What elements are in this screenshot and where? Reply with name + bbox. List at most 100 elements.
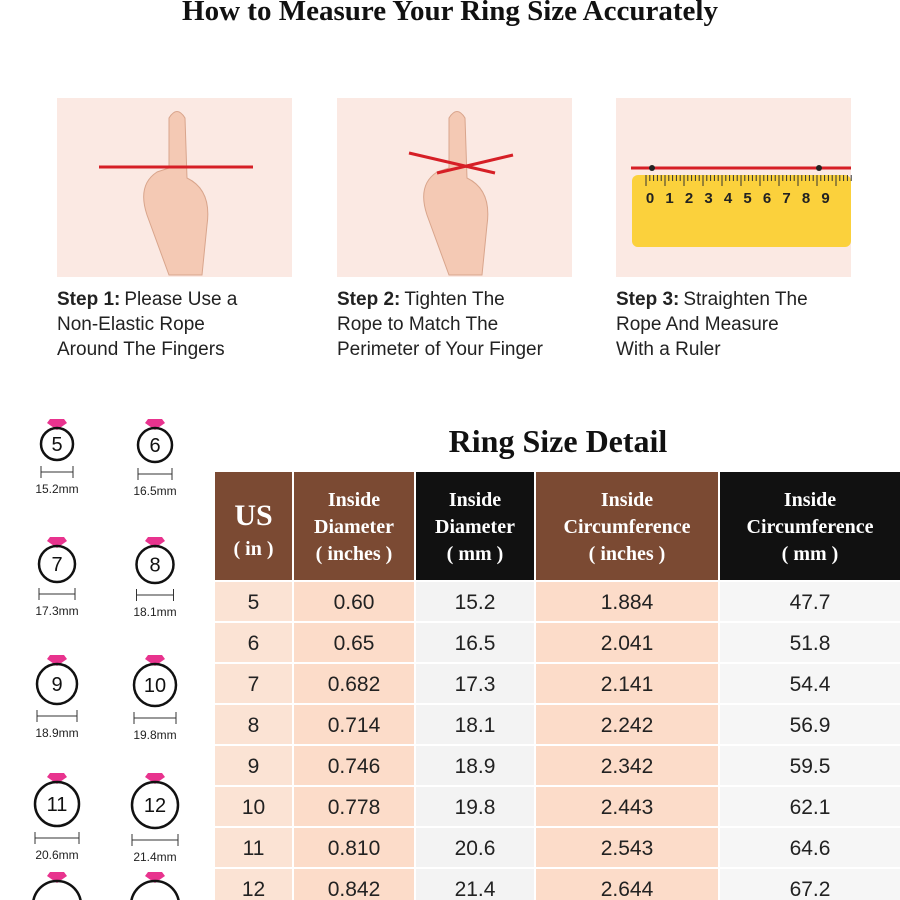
cell-text: 64.6 — [790, 837, 831, 860]
ring-size: 8 — [149, 555, 160, 577]
table-cell — [536, 664, 718, 703]
cell-text: 0.65 — [334, 632, 375, 655]
table-cell — [294, 705, 414, 744]
step-line: Tighten The — [404, 289, 504, 310]
table-cell — [720, 787, 900, 826]
cell-text: 20.6 — [455, 837, 496, 860]
ring — [37, 544, 77, 584]
cell-text: 0.714 — [328, 714, 381, 737]
header-text: Inside — [328, 489, 380, 511]
ruler-digit: 3 — [704, 190, 712, 207]
hand — [143, 111, 209, 276]
header-text: ( mm ) — [782, 543, 839, 565]
cell-text: 59.5 — [790, 755, 831, 778]
gem — [47, 773, 67, 784]
cell-text: 0.842 — [328, 878, 381, 900]
cell-text: 7 — [248, 673, 260, 696]
gem — [145, 872, 165, 883]
header-cell — [294, 472, 414, 580]
cell-text: 62.1 — [790, 796, 831, 819]
table-cell — [215, 869, 292, 900]
table-cell — [294, 869, 414, 900]
ruler-digit: 0 — [646, 190, 654, 207]
cell-text: 19.8 — [455, 796, 496, 819]
header-text: Inside — [784, 489, 836, 511]
ring-mm: 17.3mm — [35, 604, 78, 618]
gem — [47, 655, 67, 666]
ring — [136, 426, 174, 464]
header-text: ( in ) — [234, 538, 274, 560]
header-text: US — [234, 499, 272, 532]
table-cell — [215, 787, 292, 826]
gem — [145, 773, 165, 784]
cell-text: 2.543 — [601, 837, 654, 860]
cell-text: 12 — [242, 878, 265, 900]
table-cell — [416, 787, 534, 826]
cell-text: 21.4 — [455, 878, 496, 900]
ruler-digit: 4 — [724, 190, 733, 207]
ruler-digit: 2 — [685, 190, 693, 207]
table-cell — [416, 869, 534, 900]
table-cell — [536, 869, 718, 900]
cell-text: 2.644 — [601, 878, 654, 900]
ring-mm: 16.5mm — [133, 484, 176, 498]
step-label: Step 2: — [337, 289, 400, 310]
ring-size: 5 — [51, 434, 62, 456]
ring-size: 12 — [144, 795, 166, 817]
table-cell — [215, 705, 292, 744]
rope — [408, 151, 496, 175]
header-text: Inside — [449, 489, 501, 511]
ring-mm: 18.1mm — [133, 605, 176, 619]
table-cell — [294, 664, 414, 703]
step-line: Please Use a — [124, 289, 237, 310]
ring-mm: 20.6mm — [35, 848, 78, 862]
cell-text: 5 — [248, 591, 260, 614]
ruler-digit: 6 — [763, 190, 771, 207]
header-cell — [416, 472, 534, 580]
step-text: Step 3: Straighten The — [616, 289, 808, 310]
cell-text: 15.2 — [455, 591, 496, 614]
table-cell — [536, 705, 718, 744]
table-cell — [215, 623, 292, 662]
step-label: Step 1: — [57, 289, 120, 310]
gem — [47, 419, 67, 430]
step-text: With a Ruler — [616, 339, 721, 360]
ring-size: 10 — [144, 675, 166, 697]
table-cell — [720, 623, 900, 662]
cell-text: 18.9 — [455, 755, 496, 778]
gem — [145, 655, 165, 666]
step-text: Non-Elastic Rope — [57, 314, 205, 335]
gem — [47, 872, 67, 883]
table-title: Ring Size Detail — [449, 423, 668, 459]
step-text: Rope And Measure — [616, 314, 779, 335]
header-text: Circumference — [747, 516, 874, 538]
ring — [135, 544, 175, 585]
gem — [145, 419, 165, 430]
table-cell — [215, 664, 292, 703]
table-cell — [294, 828, 414, 867]
header-text: ( inches ) — [316, 543, 393, 565]
cell-text: 47.7 — [790, 591, 831, 614]
ring — [130, 879, 180, 900]
ruler-digit: 8 — [802, 190, 810, 207]
step-text: Step 2: Tighten The — [337, 289, 505, 310]
cell-text: 2.041 — [601, 632, 654, 655]
cell-text: 2.443 — [601, 796, 654, 819]
table-cell — [720, 582, 900, 621]
cell-text: 54.4 — [790, 673, 831, 696]
gem — [47, 537, 67, 548]
cell-text: 0.682 — [328, 673, 381, 696]
step-line: Straighten The — [683, 289, 807, 310]
table-cell — [536, 828, 718, 867]
cell-text: 10 — [242, 796, 265, 819]
hand — [423, 111, 489, 276]
table-cell — [416, 705, 534, 744]
table-cell — [416, 828, 534, 867]
table-cell — [416, 664, 534, 703]
header-cell — [536, 472, 718, 580]
cell-text: 56.9 — [790, 714, 831, 737]
ring-mm: 15.2mm — [35, 482, 78, 496]
header-text: Inside — [601, 489, 653, 511]
cell-text: 17.3 — [455, 673, 496, 696]
